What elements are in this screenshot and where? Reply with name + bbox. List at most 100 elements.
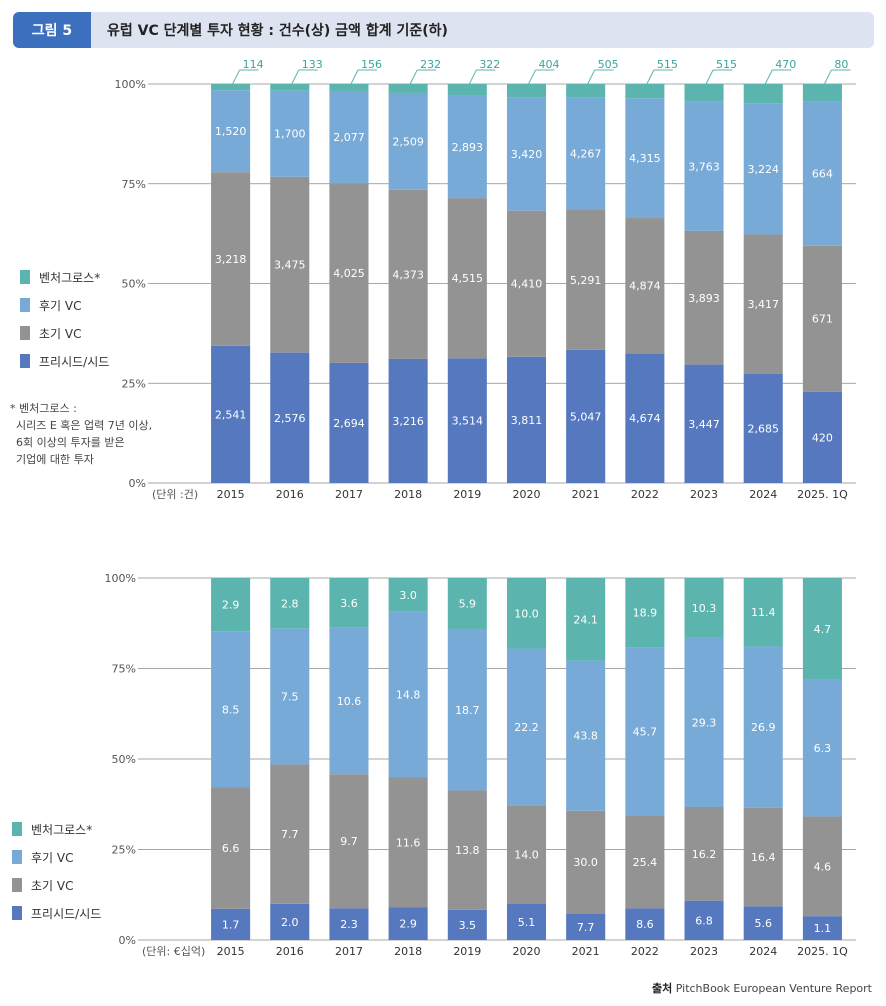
data-label: 404 <box>539 60 560 71</box>
data-label: 322 <box>479 60 500 71</box>
y-tick-label: 25% <box>112 844 136 857</box>
data-label: 18.9 <box>633 607 658 620</box>
legend-swatch <box>12 822 22 836</box>
bar-segment <box>743 906 783 940</box>
bar-segment <box>270 90 310 177</box>
x-tick-label: 2025. 1Q <box>797 945 848 958</box>
bar-segment <box>388 189 428 359</box>
legend-swatch <box>12 878 22 892</box>
x-tick-label: 2015 <box>217 945 245 958</box>
bar-segment <box>743 234 783 374</box>
unit-label: (단위 :건) <box>152 488 198 501</box>
data-label: 8.5 <box>222 703 240 716</box>
x-tick-label: 2019 <box>453 488 481 501</box>
data-label: 26.9 <box>751 721 776 734</box>
data-label: 2,541 <box>215 408 247 421</box>
data-label: 13.8 <box>455 844 480 857</box>
data-label: 3,447 <box>688 418 720 431</box>
x-tick-label: 2024 <box>749 488 777 501</box>
legend-item: 벤처그로스* <box>20 263 109 291</box>
data-label: 2,685 <box>747 422 779 435</box>
bar-segment <box>802 916 842 940</box>
callout-leader <box>585 69 596 89</box>
bar-segment <box>566 97 606 211</box>
legend-swatch <box>20 298 30 312</box>
data-label: 133 <box>302 60 323 71</box>
data-label: 7.5 <box>281 691 299 704</box>
bar-segment <box>270 903 310 940</box>
bar-segment <box>211 345 251 483</box>
bar-segment <box>684 101 724 231</box>
x-tick-label: 2021 <box>572 488 600 501</box>
bar-segment <box>506 97 547 211</box>
bar-segment <box>625 815 665 909</box>
data-label: 45.7 <box>633 725 658 738</box>
legend-swatch <box>12 850 22 864</box>
data-label: 11.4 <box>751 606 776 619</box>
legend-top: 벤처그로스* 후기 VC 초기 VC 프리시드/시드 <box>20 263 109 375</box>
bar-segment <box>506 356 547 483</box>
bar-segment <box>566 913 606 940</box>
y-tick-label: 50% <box>112 753 136 766</box>
data-label: 1.7 <box>222 918 240 931</box>
bar-segment <box>447 95 487 199</box>
bar-segment <box>388 92 428 190</box>
bar-segment <box>506 84 547 98</box>
data-label: 4,410 <box>511 278 543 291</box>
data-label: 80 <box>834 60 848 71</box>
bar-segment <box>625 578 665 648</box>
bar-segment <box>684 806 724 901</box>
x-tick-label: 2018 <box>394 945 422 958</box>
bar-segment <box>625 908 665 940</box>
bar-segment <box>566 210 606 350</box>
callout-leader <box>230 69 241 89</box>
deal-value-chart: 0% 25% 50% 75% 100% 1.7 6.6 8.5 2.9 2015 2.0 7.7 7.5… <box>105 572 856 958</box>
x-tick-label: 2016 <box>276 945 304 958</box>
footnote-line: 6회 이상의 투자를 받은 <box>16 436 125 449</box>
x-tick-label: 2017 <box>335 945 363 958</box>
bar-segment <box>625 98 665 219</box>
legend-item: 벤처그로스* <box>12 815 101 843</box>
bar-segment <box>270 176 310 353</box>
bar-segment <box>270 628 310 765</box>
data-label: 7.7 <box>577 921 595 934</box>
data-label: 3,893 <box>688 292 720 305</box>
bar-segment <box>329 362 369 483</box>
data-label: 3.6 <box>340 597 358 610</box>
legend-swatch <box>12 906 22 920</box>
bar-segment <box>684 900 724 940</box>
legend-item: 프리시드/시드 <box>20 347 109 375</box>
bar-segment <box>329 183 369 363</box>
data-label: 2,509 <box>392 135 424 148</box>
bar-segment <box>743 807 783 907</box>
bar-segment <box>802 101 842 246</box>
bar-segment <box>743 578 783 647</box>
bar-segment <box>211 908 251 940</box>
data-label: 4.6 <box>814 860 832 873</box>
figure-header: 그림 5 유럽 VC 단계별 투자 현황 : 건수(상) 금액 합계 기준(하) <box>13 12 874 48</box>
bar-segment <box>388 907 428 940</box>
bar-segment <box>506 578 547 649</box>
bar-segment <box>566 578 606 661</box>
bar-segment <box>388 84 428 93</box>
footnote-line: 기업에 대한 투자 <box>16 453 94 466</box>
data-label: 420 <box>812 431 833 444</box>
data-label: 1,700 <box>274 128 306 141</box>
data-label: 29.3 <box>692 716 717 729</box>
y-tick-label: 75% <box>112 663 136 676</box>
source-label: 출처 <box>652 982 673 995</box>
legend-swatch <box>20 326 30 340</box>
legend-label: 후기 VC <box>31 850 74 865</box>
data-label: 4,267 <box>570 148 602 161</box>
data-label: 8.6 <box>636 918 654 931</box>
figure-badge: 그림 5 <box>13 12 91 48</box>
callout-leader <box>407 69 418 89</box>
data-label: 10.0 <box>514 607 539 620</box>
bar-segment <box>802 245 842 392</box>
figure-title: 유럽 VC 단계별 투자 현황 : 건수(상) 금액 합계 기준(하) <box>91 12 874 48</box>
bar-segment <box>270 578 310 629</box>
bar-segment <box>802 679 842 817</box>
bar-segment <box>388 777 428 908</box>
bar-segment <box>447 358 487 483</box>
bar-segment <box>211 90 251 173</box>
